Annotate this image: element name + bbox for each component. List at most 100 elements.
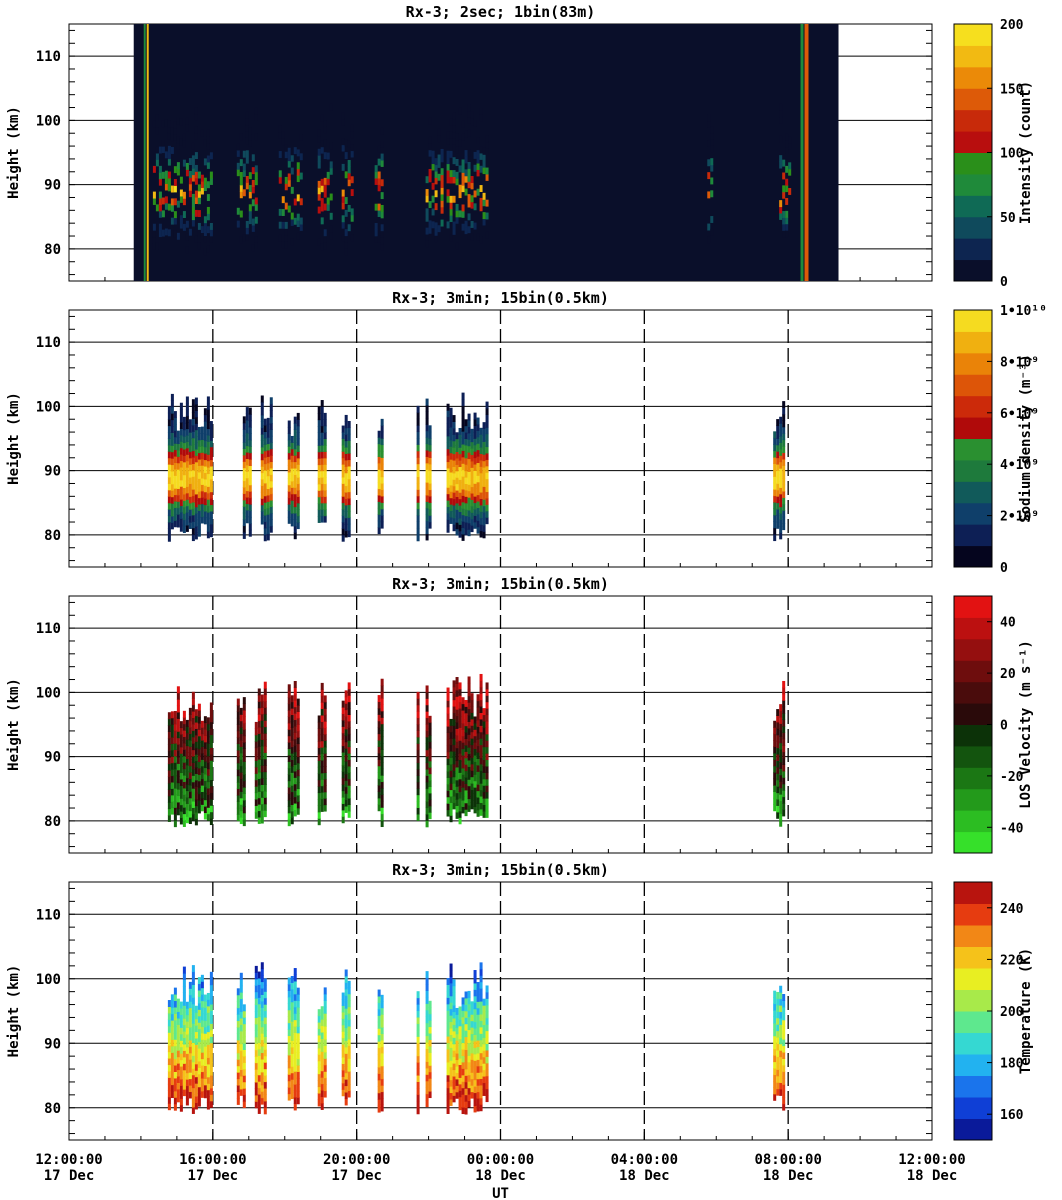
data-cell xyxy=(452,421,456,429)
data-cell xyxy=(182,416,186,424)
data-cell xyxy=(470,738,474,746)
data-cell xyxy=(467,110,471,118)
data-cell xyxy=(167,457,171,465)
data-cell xyxy=(254,1075,258,1083)
data-cell xyxy=(236,717,240,725)
data-cell xyxy=(194,416,198,424)
data-cell xyxy=(779,774,783,782)
data-cell xyxy=(176,1043,180,1051)
colorbar-swatch xyxy=(954,703,992,725)
data-cell xyxy=(296,194,300,202)
data-cell xyxy=(197,977,201,985)
observation-segment-10 xyxy=(779,103,792,238)
data-cell xyxy=(779,717,783,724)
data-cell xyxy=(293,1013,297,1021)
data-cell xyxy=(197,710,201,718)
data-cell xyxy=(245,471,249,479)
data-cell xyxy=(473,515,477,523)
data-cell xyxy=(449,1028,453,1035)
data-cell xyxy=(461,204,465,212)
data-cell xyxy=(206,428,210,436)
data-cell xyxy=(782,1052,786,1059)
data-cell xyxy=(323,766,327,774)
data-cell xyxy=(167,203,171,211)
data-cell xyxy=(269,442,273,450)
data-cell xyxy=(287,754,291,762)
data-cell xyxy=(176,494,180,502)
data-cell xyxy=(431,163,435,171)
data-cell xyxy=(167,534,171,542)
data-cell xyxy=(209,1094,213,1102)
data-cell xyxy=(449,802,453,810)
data-cell xyxy=(458,727,462,735)
data-cell xyxy=(467,490,471,498)
data-cell xyxy=(341,215,345,223)
data-cell xyxy=(347,1071,351,1079)
data-cell xyxy=(317,193,321,201)
data-cell xyxy=(341,771,345,779)
data-cell xyxy=(323,489,327,497)
data-cell xyxy=(476,163,480,170)
data-cell xyxy=(260,745,264,753)
data-cell xyxy=(179,1091,183,1099)
data-cell xyxy=(464,1081,468,1089)
data-cell xyxy=(260,479,264,486)
data-cell xyxy=(242,806,246,814)
data-cell xyxy=(464,457,468,465)
data-cell xyxy=(320,204,324,212)
data-cell xyxy=(188,228,192,236)
data-cell xyxy=(260,395,264,403)
data-cell xyxy=(341,483,345,491)
data-cell xyxy=(254,1056,258,1064)
data-cell xyxy=(341,998,345,1006)
data-cell xyxy=(323,445,327,452)
data-cell xyxy=(707,236,711,244)
data-cell xyxy=(254,728,258,736)
data-cell xyxy=(476,1007,480,1015)
data-cell xyxy=(245,124,249,132)
data-cell xyxy=(467,232,471,240)
data-cell xyxy=(248,140,252,147)
data-cell xyxy=(176,168,180,176)
data-cell xyxy=(323,1051,327,1059)
data-cell xyxy=(290,701,294,709)
data-cell xyxy=(296,419,300,427)
data-cell xyxy=(347,791,351,799)
data-cell xyxy=(776,792,780,800)
data-cell xyxy=(485,478,489,486)
data-cell xyxy=(197,484,201,492)
observation-segment-2 xyxy=(236,972,246,1109)
data-cell xyxy=(473,1086,477,1094)
data-cell xyxy=(470,454,474,462)
data-cell xyxy=(263,778,267,785)
data-cell xyxy=(446,803,450,811)
data-cell xyxy=(290,219,294,226)
data-cell xyxy=(479,511,483,519)
observation-segment-6 xyxy=(341,969,351,1106)
data-cell xyxy=(167,425,171,433)
data-cell xyxy=(182,979,186,987)
data-cell xyxy=(206,1096,210,1104)
data-cell xyxy=(245,131,249,138)
data-cell xyxy=(287,761,291,769)
data-cell xyxy=(320,483,324,491)
data-cell xyxy=(203,1091,207,1099)
data-cell xyxy=(452,440,456,448)
data-cell xyxy=(323,1071,327,1079)
data-cell xyxy=(200,439,204,447)
data-cell xyxy=(242,1004,246,1012)
data-cell xyxy=(239,210,243,218)
data-cell xyxy=(470,493,474,500)
data-cell xyxy=(341,470,345,478)
data-cell xyxy=(251,167,255,175)
data-cell xyxy=(347,682,351,690)
data-cell xyxy=(380,418,384,426)
data-cell xyxy=(206,807,210,815)
data-cell xyxy=(464,770,468,778)
data-cell xyxy=(779,819,783,827)
data-cell xyxy=(260,758,264,766)
data-cell xyxy=(479,185,483,192)
data-cell xyxy=(317,811,321,819)
data-cell xyxy=(449,472,453,479)
data-cell xyxy=(476,150,480,158)
